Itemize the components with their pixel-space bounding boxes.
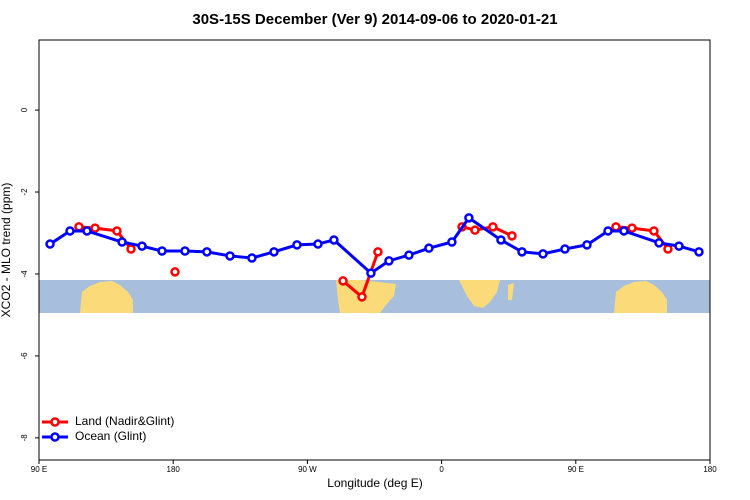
point bbox=[496, 235, 506, 245]
point bbox=[649, 226, 659, 236]
point bbox=[373, 247, 383, 257]
point bbox=[247, 253, 257, 263]
point bbox=[488, 222, 498, 232]
y-tick-label: -6 bbox=[20, 352, 29, 360]
point bbox=[424, 243, 434, 253]
point bbox=[225, 251, 235, 261]
point bbox=[464, 213, 474, 223]
point bbox=[517, 247, 527, 257]
legend-marker bbox=[50, 432, 60, 442]
legend-marker bbox=[50, 417, 60, 427]
point bbox=[45, 239, 55, 249]
point bbox=[404, 250, 414, 260]
point bbox=[619, 226, 629, 236]
legend-label: Ocean (Glint) bbox=[75, 429, 146, 443]
x-tick-label: 90 E bbox=[31, 465, 47, 474]
x-axis-label: Longitude (deg E) bbox=[327, 476, 422, 490]
point bbox=[654, 238, 664, 248]
point bbox=[180, 246, 190, 256]
x-tick-label: 180 bbox=[167, 465, 181, 474]
y-axis-label: XCO2 - MLO trend (ppm) bbox=[0, 183, 13, 318]
y-tick-label: -8 bbox=[20, 434, 29, 442]
y-tick-label: 0 bbox=[20, 107, 29, 112]
y-tick-label: -4 bbox=[20, 270, 29, 278]
point bbox=[269, 247, 279, 257]
point bbox=[560, 244, 570, 254]
point bbox=[357, 292, 367, 302]
point bbox=[170, 267, 180, 277]
point bbox=[538, 249, 548, 259]
y-tick-label: -2 bbox=[20, 188, 29, 196]
point bbox=[202, 247, 212, 257]
point bbox=[137, 241, 147, 251]
plot-frame bbox=[38, 39, 711, 461]
point bbox=[65, 226, 75, 236]
point bbox=[674, 241, 684, 251]
point bbox=[329, 235, 339, 245]
point bbox=[313, 239, 323, 249]
point bbox=[507, 231, 517, 241]
point bbox=[74, 222, 84, 232]
point bbox=[90, 223, 100, 233]
x-tick-label: 90 W bbox=[298, 465, 317, 474]
point bbox=[470, 225, 480, 235]
point bbox=[338, 276, 348, 286]
point bbox=[112, 226, 122, 236]
point bbox=[582, 240, 592, 250]
point bbox=[157, 246, 167, 256]
x-tick-label: 90 E bbox=[568, 465, 584, 474]
point bbox=[611, 222, 621, 232]
point bbox=[366, 268, 376, 278]
point bbox=[292, 240, 302, 250]
x-tick-label: 0 bbox=[439, 465, 444, 474]
point bbox=[603, 226, 613, 236]
point bbox=[694, 247, 704, 257]
x-tick-label: 180 bbox=[703, 465, 717, 474]
point bbox=[627, 223, 637, 233]
point bbox=[82, 226, 92, 236]
chart-title: 30S-15S December (Ver 9) 2014-09-06 to 2… bbox=[192, 11, 557, 28]
point bbox=[126, 244, 136, 254]
point bbox=[117, 237, 127, 247]
point bbox=[447, 237, 457, 247]
legend-label: Land (Nadir&Glint) bbox=[75, 414, 174, 428]
point bbox=[663, 244, 673, 254]
point bbox=[384, 256, 394, 266]
map-strip bbox=[39, 280, 710, 313]
